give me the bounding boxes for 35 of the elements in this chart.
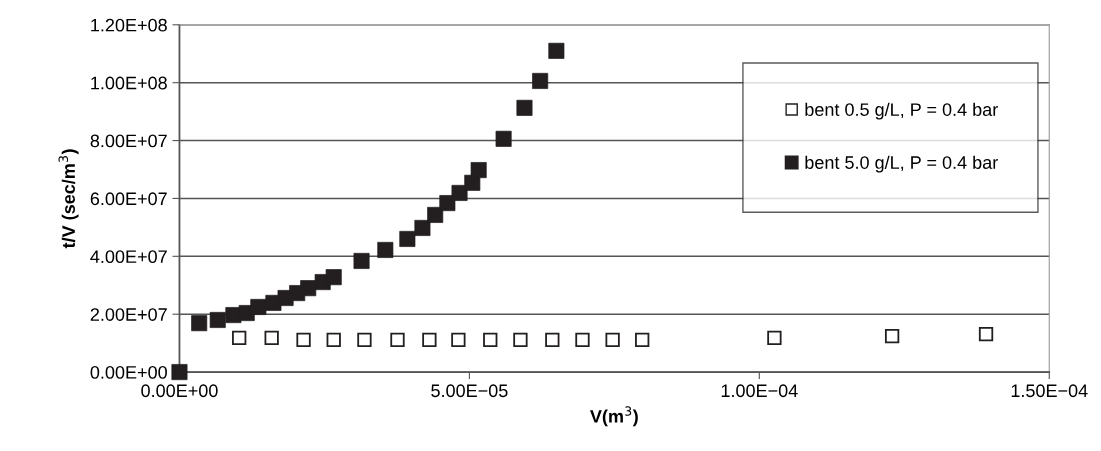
point [483, 332, 498, 348]
point [545, 332, 560, 348]
x-tick-label: 0.00E+00 [141, 384, 218, 398]
y-tick-label: 8.00E+07 [90, 134, 167, 148]
x-tick-label: 1.50E−04 [1011, 384, 1088, 398]
point [767, 330, 782, 346]
x-tick-label: 5.00E−05 [431, 384, 508, 398]
point [978, 327, 994, 342]
point [264, 330, 279, 346]
point [232, 330, 247, 346]
point [884, 329, 900, 344]
point [513, 332, 528, 348]
point [575, 332, 590, 348]
point [357, 332, 372, 348]
y-tick-label: 1.00E+08 [91, 76, 167, 90]
legend-label: bent 5.0 g/L, P = 0.4 bar [805, 155, 998, 173]
y-tick-label: 6.00E+07 [90, 192, 167, 206]
point [635, 332, 650, 348]
y-tick-label: 1.20E+08 [91, 18, 167, 32]
y-tick-label: 0.00E+00 [90, 366, 167, 379]
y-tick-label: 4.00E+07 [90, 250, 167, 264]
point [326, 332, 341, 348]
point [399, 230, 416, 247]
legend-label: bent 0.5 g/L, P = 0.4 bar [805, 102, 998, 120]
point [451, 332, 466, 348]
point [532, 72, 549, 89]
point [605, 332, 620, 348]
x-tick-label: 1.00E−04 [721, 384, 798, 398]
point [353, 252, 370, 269]
y-axis-title: t/V (sec/m$^{3}$) [58, 149, 79, 249]
point [390, 332, 405, 348]
y-tick-label: 2.00E+07 [90, 308, 167, 321]
x-axis-title: V(m$^{3}$) [590, 406, 638, 427]
point [296, 332, 311, 348]
point [422, 332, 437, 348]
